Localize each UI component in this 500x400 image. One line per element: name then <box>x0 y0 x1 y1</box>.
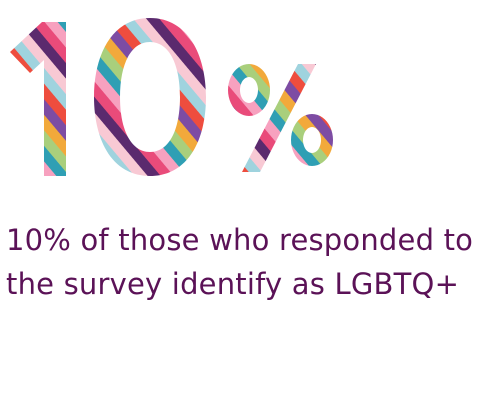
digit-one <box>10 22 66 176</box>
ten-percent-graphic <box>10 18 334 176</box>
survey-caption: 10% of those who responded to the survey… <box>6 223 474 301</box>
percent-sign <box>228 64 334 172</box>
digit-zero <box>94 18 206 176</box>
